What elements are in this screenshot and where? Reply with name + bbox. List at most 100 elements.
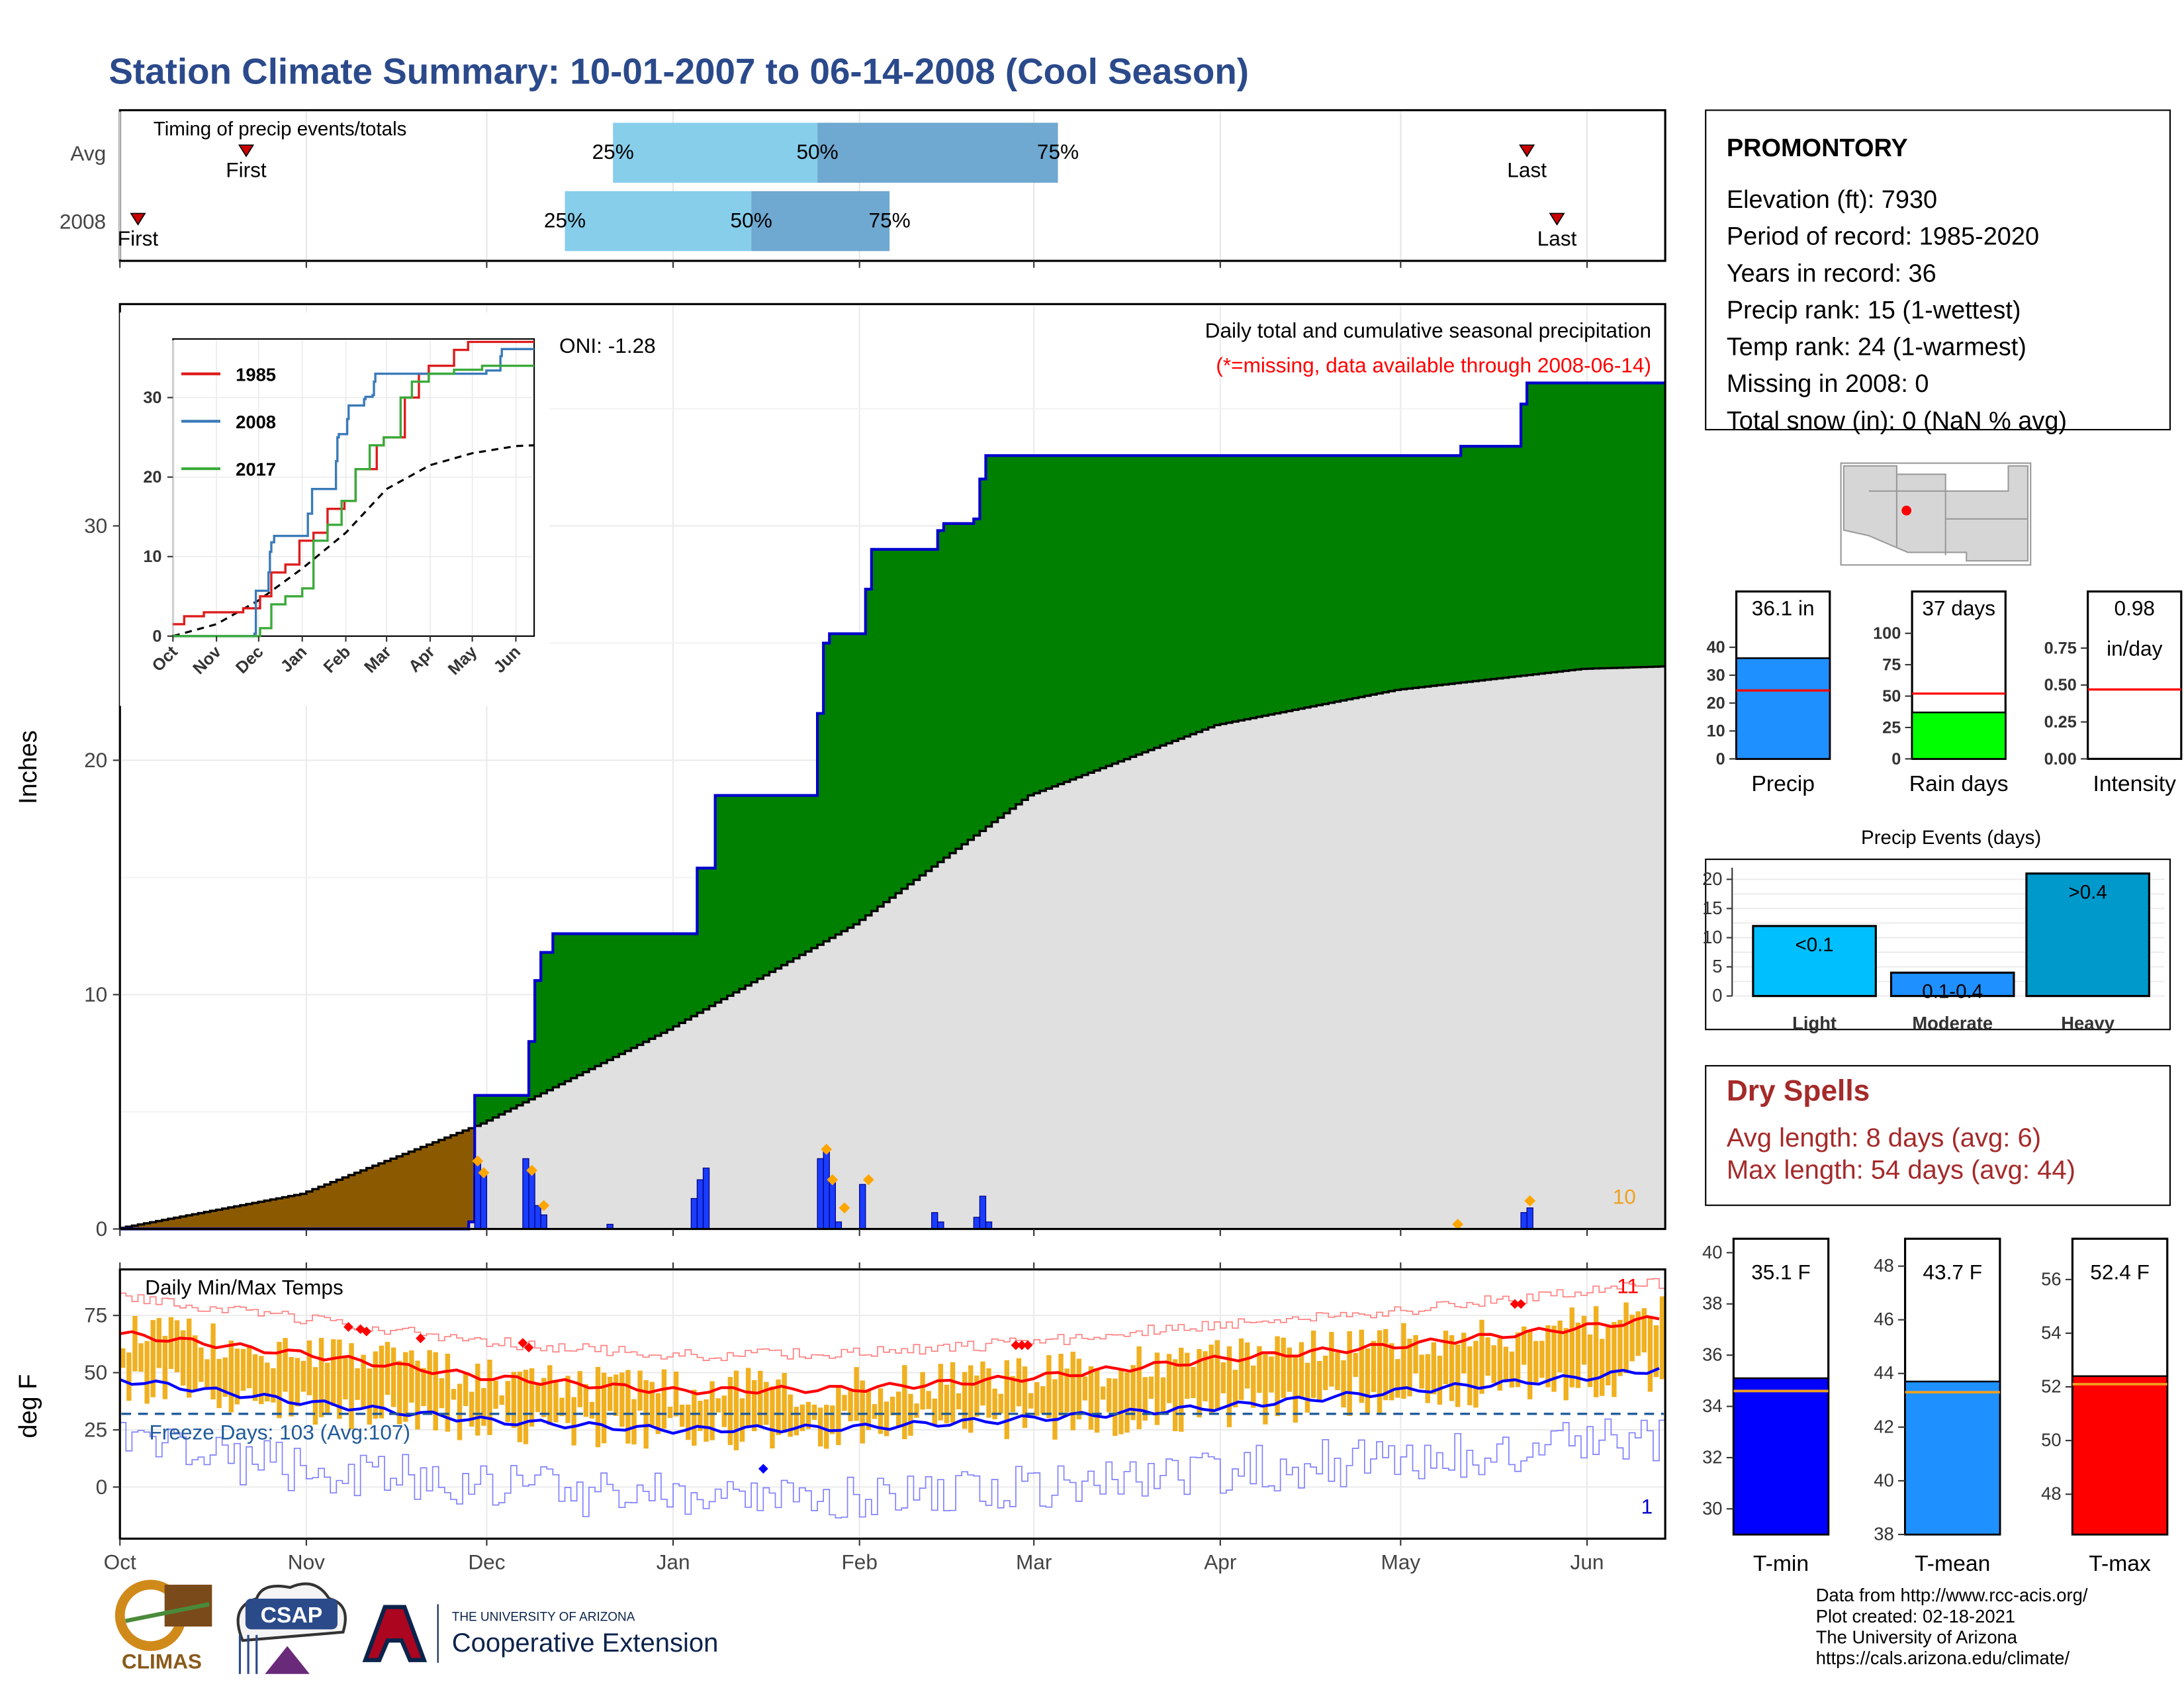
daily-temp-range-bar bbox=[1197, 1348, 1202, 1418]
daily-temp-range-bar bbox=[1545, 1325, 1551, 1387]
daily-temp-range-bar bbox=[439, 1378, 444, 1409]
daily-precip-bar bbox=[1526, 1207, 1533, 1230]
daily-temp-range-bar bbox=[1058, 1354, 1064, 1416]
daily-precip-bar bbox=[973, 1217, 981, 1230]
daily-precip-bar bbox=[1520, 1212, 1527, 1230]
credits-block: Data from http://www.rcc-acis.org/ Plot … bbox=[1816, 1585, 2088, 1668]
precip-events-chart: Precip Events (days) <0.1 Light 0.1-0.4 Mod… bbox=[1702, 827, 2171, 1033]
precip-y-tick-label: 20 bbox=[84, 748, 107, 772]
daily-temp-range-bar bbox=[1113, 1378, 1118, 1436]
daily-temp-range-bar bbox=[962, 1372, 968, 1429]
daily-temp-range-bar bbox=[318, 1338, 324, 1417]
temp-gauge-tick-label: 54 bbox=[2041, 1322, 2061, 1342]
temp-gauge-tick-label: 44 bbox=[1874, 1362, 1893, 1383]
gauge-tick-label: 25 bbox=[1882, 718, 1901, 737]
station-info-line: Period of record: 1985-2020 bbox=[1727, 223, 2039, 251]
daily-temp-range-bar bbox=[1118, 1368, 1124, 1434]
daily-temp-range-bar bbox=[1461, 1333, 1467, 1374]
station-info-box: PROMONTORY Elevation (ft): 7930 Period of… bbox=[1705, 109, 2171, 435]
gauge-value-text: 36.1 in bbox=[1752, 596, 1815, 620]
daily-temp-range-bar bbox=[739, 1398, 745, 1442]
month-label: Dec bbox=[468, 1550, 505, 1574]
daily-temp-range-bar bbox=[1335, 1352, 1340, 1390]
daily-temp-range-bar bbox=[187, 1318, 192, 1398]
credit-line-4: https://cals.arizona.edu/climate/ bbox=[1816, 1648, 2070, 1668]
station-info-line: Temp rank: 24 (1-warmest) bbox=[1727, 334, 2026, 361]
events-y-tick-label: 5 bbox=[1712, 956, 1722, 976]
credit-line-1: Data from http://www.rcc-acis.org/ bbox=[1816, 1585, 2088, 1605]
daily-temp-range-bar bbox=[1437, 1355, 1443, 1405]
daily-temp-range-bar bbox=[589, 1401, 595, 1419]
average-max-temp-line bbox=[119, 1315, 1660, 1395]
daily-temp-range-bar bbox=[1629, 1315, 1635, 1362]
daily-temp-range-bar bbox=[1383, 1329, 1388, 1401]
event-category-label: Moderate bbox=[1912, 1013, 1993, 1033]
daily-temp-range-bar bbox=[1551, 1325, 1557, 1392]
daily-temp-range-bar bbox=[1317, 1360, 1322, 1401]
daily-temp-range-bar bbox=[872, 1404, 878, 1419]
daily-temp-range-bar bbox=[517, 1372, 523, 1442]
event-category-label: Light bbox=[1792, 1013, 1837, 1033]
temp-gauge-label: T-max bbox=[2089, 1551, 2151, 1576]
csap-logo-text: CSAP bbox=[261, 1603, 323, 1628]
daily-precip-bar bbox=[696, 1179, 704, 1230]
daily-temp-range-bar bbox=[415, 1360, 420, 1430]
daily-temp-range-bar bbox=[511, 1372, 517, 1429]
month-label: Jun bbox=[1570, 1550, 1604, 1574]
inset-legend-label: 2017 bbox=[236, 459, 276, 480]
ua-logo: THE UNIVERSITY OF ARIZONA Cooperative Ex… bbox=[362, 1604, 718, 1663]
daily-temp-range-bar bbox=[1172, 1359, 1178, 1432]
daily-temp-range-bar bbox=[986, 1368, 991, 1418]
first-event-marker bbox=[238, 144, 255, 158]
daily-temp-range-bar bbox=[1563, 1328, 1569, 1401]
daily-temp-range-bar bbox=[733, 1370, 739, 1450]
daily-temp-range-bar bbox=[324, 1362, 330, 1415]
temp-gauge-tick-label: 32 bbox=[1702, 1446, 1722, 1467]
daily-temp-range-bar bbox=[1647, 1317, 1653, 1392]
precip-y-tick-label: 0 bbox=[96, 1217, 108, 1241]
event-bar bbox=[1889, 971, 2015, 998]
month-label: Feb bbox=[841, 1550, 877, 1574]
temp-y-label: deg F bbox=[15, 1374, 42, 1438]
daily-temp-range-bar bbox=[1214, 1340, 1220, 1409]
daily-temp-range-bar bbox=[277, 1342, 282, 1419]
daily-temp-range-bar bbox=[1310, 1331, 1316, 1398]
daily-temp-range-bar bbox=[1485, 1337, 1490, 1376]
first-event-label: First bbox=[226, 158, 267, 182]
daily-temp-range-bar bbox=[1287, 1347, 1292, 1392]
daily-temp-range-bar bbox=[403, 1352, 408, 1422]
daily-temp-range-bar bbox=[1473, 1340, 1479, 1408]
daily-temp-range-bar bbox=[1395, 1359, 1400, 1398]
temp-gauge-tick-label: 40 bbox=[1702, 1242, 1722, 1262]
precip-y-tick-label: 10 bbox=[84, 982, 107, 1006]
daily-temp-range-bar bbox=[1022, 1366, 1028, 1429]
daily-temp-range-bar bbox=[1040, 1386, 1046, 1414]
daily-temp-range-bar bbox=[343, 1356, 348, 1399]
daily-precip-bar bbox=[979, 1196, 987, 1230]
gauge-tick-label: 75 bbox=[1882, 656, 1901, 675]
last-event-label: Last bbox=[1537, 226, 1577, 250]
daily-temp-range-bar bbox=[349, 1343, 354, 1430]
daily-temp-range-bar bbox=[138, 1343, 144, 1372]
gauge-tick-label: 10 bbox=[1707, 722, 1725, 741]
daily-temp-range-bar bbox=[565, 1376, 570, 1423]
daily-temp-range-bar bbox=[1419, 1354, 1424, 1389]
gauge-value-bar bbox=[1735, 657, 1831, 760]
daily-temp-range-bar bbox=[1179, 1347, 1184, 1432]
daily-temp-range-bar bbox=[782, 1373, 787, 1433]
daily-temp-range-bar bbox=[547, 1365, 553, 1425]
daily-temp-range-bar bbox=[1064, 1368, 1069, 1413]
inset-legend-label: 1985 bbox=[236, 364, 276, 385]
daily-temp-range-bar bbox=[312, 1367, 318, 1425]
daily-temp-range-bar bbox=[1329, 1332, 1334, 1387]
timing-pct-50: 50% bbox=[731, 208, 772, 232]
daily-temp-range-bar bbox=[553, 1381, 559, 1423]
daily-temp-range-bar bbox=[1377, 1330, 1383, 1414]
daily-temp-range-bar bbox=[1533, 1340, 1539, 1383]
daily-temp-range-bar bbox=[1612, 1322, 1617, 1397]
inset-legend-label: 2008 bbox=[236, 412, 276, 432]
daily-temp-range-bar bbox=[1521, 1326, 1527, 1365]
gauge-value-text: 37 days bbox=[1922, 596, 1995, 620]
event-category-label: Heavy bbox=[2061, 1013, 2115, 1033]
